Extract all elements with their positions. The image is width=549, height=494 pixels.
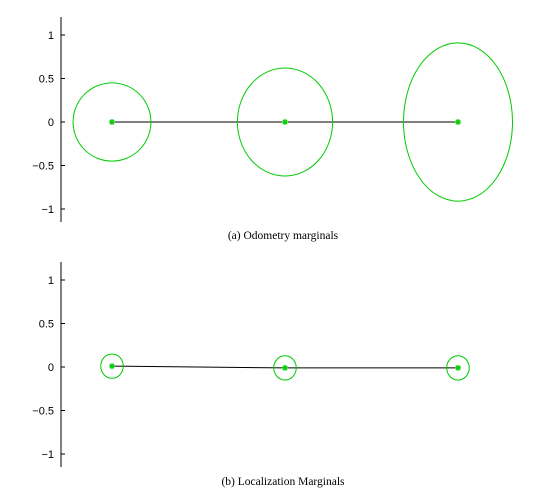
y-tick-label: −1 — [41, 204, 54, 216]
covariance-ellipse — [236, 67, 334, 177]
pose-marker — [455, 119, 461, 125]
pose-marker — [282, 364, 288, 371]
y-tick-label: 1 — [48, 275, 54, 287]
pose-marker-stroke — [282, 119, 288, 125]
caption-odometry-marginals: (a) Odometry marginals — [228, 230, 339, 242]
pose-marker — [282, 119, 288, 125]
pose-marker-stroke — [455, 365, 461, 371]
covariance-ellipse — [72, 82, 152, 162]
pose-marker-stroke — [455, 119, 461, 125]
odometry-marginals-plot: 1 0.5 0 −0.5 −1 — [32, 17, 513, 222]
pose-marker-stroke — [109, 363, 115, 369]
covariance-ellipse — [100, 353, 124, 379]
pose-marker — [109, 363, 115, 370]
y-tick-label: 0.5 — [39, 319, 54, 331]
covariance-ellipse — [403, 42, 513, 202]
pose-marker-stroke — [282, 365, 288, 371]
y-tick-label: −0.5 — [32, 161, 54, 173]
y-tick-label: 0.5 — [39, 74, 54, 86]
caption-localization-marginals: (b) Localization Marginals — [221, 476, 345, 488]
pose-marker-stroke — [109, 119, 115, 125]
y-tick-label: 0 — [48, 117, 54, 129]
y-tick-label: −1 — [41, 449, 54, 461]
covariance-ellipse — [273, 355, 297, 381]
pose-marker — [455, 364, 461, 371]
covariance-ellipse — [446, 355, 470, 381]
pose-marker — [109, 119, 115, 125]
y-tick-label: 1 — [48, 30, 54, 42]
localization-marginals-plot: 1 0.5 0 −0.5 −1 — [32, 262, 470, 467]
y-tick-label: 0 — [48, 362, 54, 374]
y-tick-label: −0.5 — [32, 406, 54, 418]
